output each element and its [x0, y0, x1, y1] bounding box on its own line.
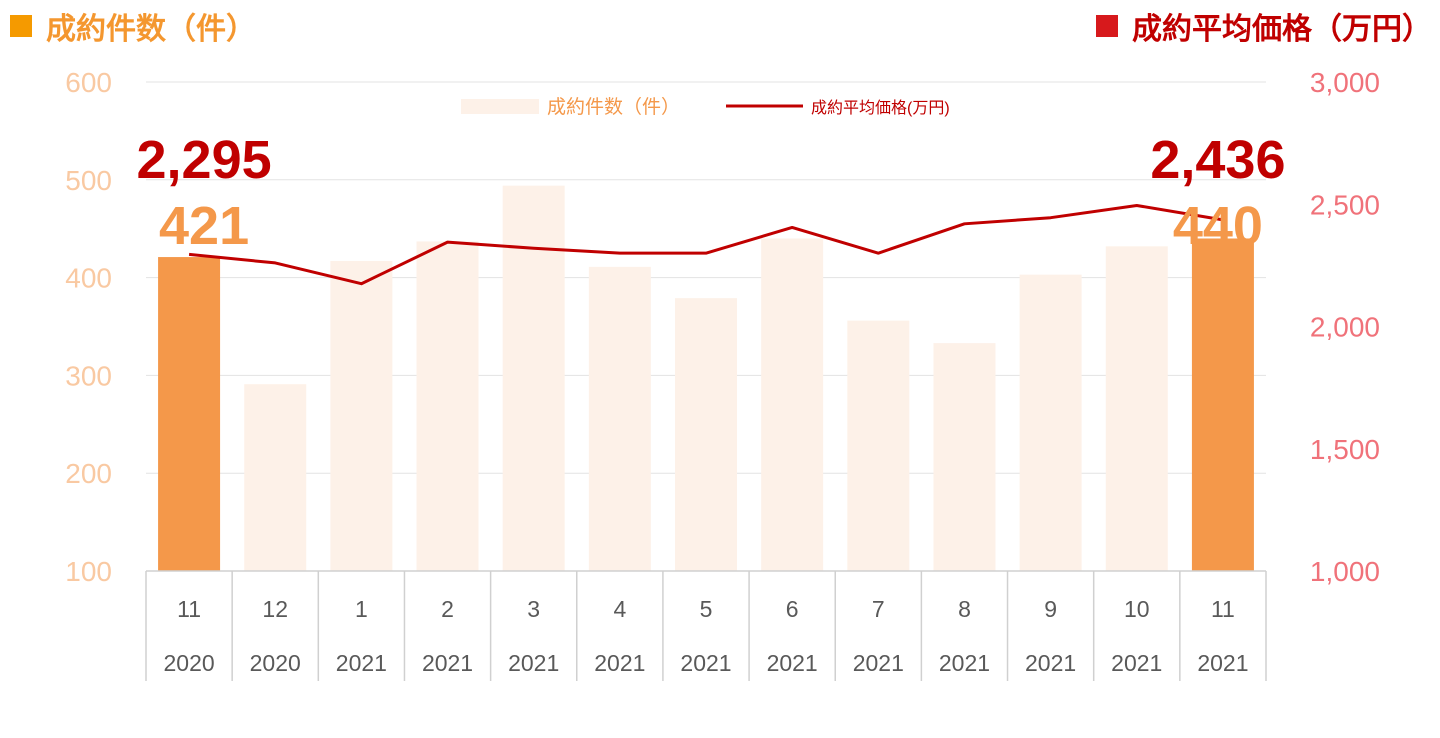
bar: [1105, 246, 1168, 571]
x-tick-label-year: 2021: [853, 650, 904, 676]
bar: [158, 257, 221, 571]
bar: [416, 241, 479, 571]
x-tick-label-month: 2: [441, 596, 454, 622]
bar: [761, 238, 824, 572]
x-tick-label-year: 2020: [250, 650, 301, 676]
left-axis-title-text: 成約件数（件）: [46, 12, 256, 47]
x-tick-label-month: 9: [1044, 596, 1057, 622]
x-tick-label-year: 2021: [422, 650, 473, 676]
price-data-label: 2,436: [1150, 130, 1285, 190]
x-tick-label-year: 2021: [767, 650, 818, 676]
right-axis-tick-label: 2,000: [1310, 312, 1380, 343]
left-axis-tick-label: 300: [65, 360, 112, 391]
bar: [588, 266, 651, 571]
left-axis-tick-label: 600: [65, 67, 112, 98]
bar: [330, 260, 393, 571]
x-tick-label-month: 11: [1211, 596, 1235, 622]
right-axis-tick-label: 1,500: [1310, 434, 1380, 465]
x-tick-label-month: 4: [613, 596, 626, 622]
x-tick-label-month: 7: [872, 596, 885, 622]
right-axis-tick-label: 1,000: [1310, 556, 1380, 587]
right-axis-tick-label: 3,000: [1310, 67, 1380, 98]
price-data-label: 2,295: [137, 130, 272, 190]
x-tick-label-year: 2021: [508, 650, 559, 676]
x-tick-label-month: 12: [262, 596, 288, 622]
left-axis-title: 成約件数（件）: [10, 4, 256, 48]
bar: [847, 320, 910, 571]
x-tick-label-month: 11: [177, 596, 201, 622]
x-tick-label-month: 3: [527, 596, 540, 622]
x-tick-label-year: 2021: [594, 650, 645, 676]
right-axis-marker: [1096, 15, 1118, 37]
bar: [1191, 238, 1254, 572]
x-tick-label-year: 2021: [336, 650, 387, 676]
legend-line-label: 成約平均価格(万円): [811, 99, 950, 117]
x-tick-label-year: 2021: [1197, 650, 1248, 676]
bar: [1019, 274, 1082, 571]
bar: [502, 185, 565, 571]
price-line: [188, 203, 1224, 286]
x-tick-label-month: 8: [958, 596, 971, 622]
legend-bar-swatch: [461, 99, 539, 114]
x-tick-label-month: 6: [786, 596, 799, 622]
x-tick-label-year: 2021: [1025, 650, 1076, 676]
left-axis-tick-label: 100: [65, 556, 112, 587]
bar: [933, 343, 996, 571]
x-tick-label-year: 2020: [163, 650, 214, 676]
left-axis-marker: [10, 15, 32, 37]
left-axis-tick-label: 500: [65, 165, 112, 196]
left-axis-tick-label: 200: [65, 458, 112, 489]
bar: [675, 298, 737, 571]
right-axis-title: 成約平均価格（万円）: [1096, 4, 1432, 48]
count-data-label: 421: [159, 196, 249, 256]
right-axis-tick-label: 2,500: [1310, 189, 1380, 220]
x-tick-label-month: 1: [355, 596, 368, 622]
x-tick-label-year: 2021: [680, 650, 731, 676]
count-data-label: 440: [1173, 196, 1263, 256]
x-tick-label-month: 10: [1124, 596, 1150, 622]
x-tick-label-year: 2021: [1111, 650, 1162, 676]
legend-bar-label: 成約件数（件）: [547, 96, 680, 118]
x-tick-label-year: 2021: [939, 650, 990, 676]
left-axis-tick-label: 400: [65, 263, 112, 294]
x-tick-label-month: 5: [700, 596, 713, 622]
bar: [244, 384, 307, 571]
right-axis-title-text: 成約平均価格（万円）: [1132, 12, 1432, 47]
